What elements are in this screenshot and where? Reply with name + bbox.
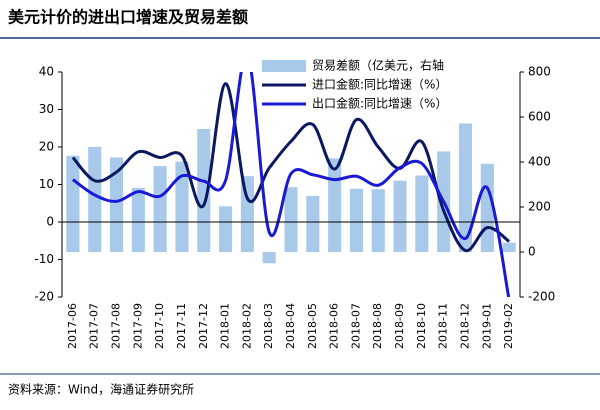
y2-tick-label: 800 (528, 65, 551, 79)
x-tick-label: 2018-10 (415, 303, 428, 349)
x-tick-label: 2018-01 (219, 303, 232, 349)
y-tick-label: 10 (39, 177, 54, 191)
y-tick-label: 40 (39, 65, 54, 79)
x-tick-label: 2018-06 (328, 303, 341, 349)
x-tick-label: 2017-08 (110, 303, 123, 349)
y-tick-label: 0 (46, 215, 54, 229)
bar (66, 155, 80, 252)
y-tick-label: 30 (39, 102, 54, 116)
bar (371, 189, 385, 252)
legend-label: 进口金额:同比增速（%） (312, 77, 447, 92)
x-tick-label: 2019-01 (480, 303, 493, 349)
bar (458, 123, 473, 253)
x-tick-label: 2017-07 (88, 303, 101, 349)
bar (415, 175, 429, 252)
y2-tick-label: 400 (528, 155, 551, 169)
y2-tick-label: 600 (528, 110, 551, 124)
bar (284, 187, 298, 252)
bar (306, 195, 320, 252)
y2-tick-label: -200 (528, 290, 555, 304)
bar (240, 176, 254, 252)
x-tick-label: 2018-02 (240, 303, 253, 349)
line (71, 82, 511, 253)
legend-label: 出口金额:同比增速（%） (312, 96, 447, 111)
bar (262, 252, 276, 264)
x-tick-label: 2018-07 (349, 303, 362, 349)
bar (502, 242, 516, 252)
bar (219, 206, 233, 252)
y2-tick-label: 200 (528, 200, 551, 214)
x-tick-label: 2018-05 (306, 303, 319, 349)
plot-area (66, 72, 516, 297)
bar (175, 161, 189, 252)
source: 资料来源：Wind，海通证券研究所 (8, 382, 194, 397)
x-tick-label: 2017-06 (66, 303, 79, 349)
x-tick-label: 2018-11 (437, 303, 450, 349)
y-tick-label: -20 (34, 290, 54, 304)
x-tick-label: 2018-08 (371, 303, 384, 349)
y2-tick-label: 0 (528, 245, 536, 259)
chart-title: 美元计价的进出口增速及贸易差额 (8, 8, 248, 27)
bar (393, 180, 407, 252)
x-tick-label: 2017-12 (197, 303, 210, 349)
y-tick-label: -10 (34, 252, 54, 266)
bar (88, 146, 102, 252)
x-tick-label: 2019-02 (502, 303, 515, 349)
x-tick-label: 2017-09 (131, 303, 144, 349)
x-tick-label: 2018-03 (262, 303, 275, 349)
x-tick-label: 2017-11 (175, 303, 188, 349)
bar (349, 188, 363, 252)
bar (109, 157, 124, 252)
x-tick-label: 2018-12 (458, 303, 471, 349)
bar (153, 166, 167, 252)
line (72, 72, 511, 297)
legend-swatch (262, 60, 306, 72)
bar (197, 128, 211, 252)
legend-label: 贸易差额（亿美元，右轴 (312, 58, 444, 73)
x-tick-label: 2018-09 (393, 303, 406, 349)
y-tick-label: 20 (39, 140, 54, 154)
x-tick-label: 2018-04 (284, 303, 297, 349)
bar (328, 158, 342, 252)
bar (131, 187, 145, 252)
x-tick-label: 2017-10 (153, 303, 166, 349)
